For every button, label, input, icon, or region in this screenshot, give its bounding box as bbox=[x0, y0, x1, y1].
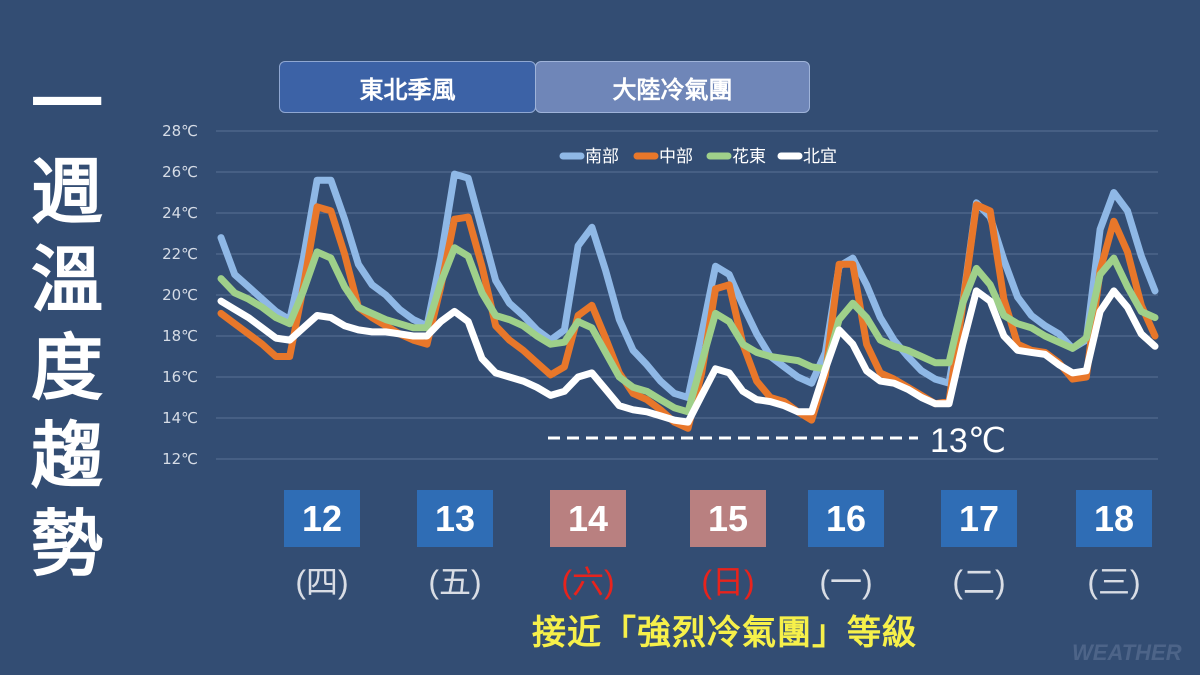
series-line-2 bbox=[217, 244, 1159, 416]
y-tick-label: 24℃ bbox=[162, 204, 198, 222]
title-char: 一 bbox=[30, 62, 103, 146]
date-box: 17 bbox=[941, 490, 1017, 547]
legend-label: 中部 bbox=[659, 147, 693, 167]
date-box: 18 bbox=[1076, 490, 1152, 547]
weekday-label: (一) bbox=[819, 564, 873, 600]
watermark-logo: WEATHER bbox=[1072, 640, 1182, 665]
y-tick-label: 12℃ bbox=[162, 450, 198, 468]
date-box: 13 bbox=[417, 490, 493, 547]
title-char: 勢 bbox=[30, 502, 103, 586]
vertical-title: 一週溫度趨勢 bbox=[22, 60, 112, 588]
weekday-label: (三) bbox=[1087, 564, 1141, 600]
y-tick-label: 22℃ bbox=[162, 245, 198, 263]
y-tick-label: 16℃ bbox=[162, 368, 198, 386]
title-char: 週 bbox=[30, 150, 103, 234]
date-box: 15 bbox=[690, 490, 766, 547]
title-char: 趨 bbox=[30, 414, 103, 498]
legend-label: 北宜 bbox=[803, 147, 837, 167]
title-char: 度 bbox=[30, 326, 103, 410]
y-tick-label: 18℃ bbox=[162, 327, 198, 345]
series-line-1 bbox=[217, 201, 1159, 432]
y-tick-label: 20℃ bbox=[162, 286, 198, 304]
weekday-label: (二) bbox=[952, 564, 1006, 600]
period-tag-monsoon: 東北季風 bbox=[279, 61, 536, 113]
date-box: 12 bbox=[284, 490, 360, 547]
legend-label: 花東 bbox=[732, 147, 766, 167]
date-box: 16 bbox=[808, 490, 884, 547]
period-tag-cold-air-mass: 大陸冷氣團 bbox=[535, 61, 810, 113]
legend-label: 南部 bbox=[585, 147, 619, 167]
y-tick-label: 14℃ bbox=[162, 409, 198, 427]
weekday-label: (日) bbox=[701, 564, 755, 600]
footnote: 接近「強烈冷氣團」等級 bbox=[532, 613, 917, 653]
title-char: 溫 bbox=[30, 238, 103, 322]
threshold-label: 13℃ bbox=[930, 422, 1006, 460]
y-tick-label: 26℃ bbox=[162, 163, 198, 181]
y-tick-label: 28℃ bbox=[162, 122, 198, 140]
series-line-3 bbox=[217, 287, 1159, 426]
weekday-label: (六) bbox=[561, 564, 615, 600]
weekday-label: (五) bbox=[428, 564, 482, 600]
weekday-label: (四) bbox=[295, 564, 349, 600]
date-box: 14 bbox=[550, 490, 626, 547]
series-line-0 bbox=[217, 170, 1159, 401]
